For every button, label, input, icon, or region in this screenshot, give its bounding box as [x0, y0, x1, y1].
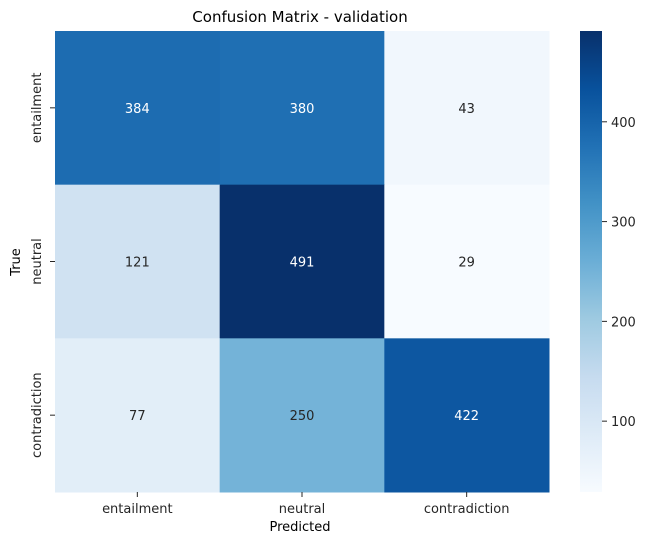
cell-value-r1-c1: 491: [290, 256, 315, 271]
heatmap-cell-r1-c1: [219, 184, 385, 339]
chart-title: Confusion Matrix - validation: [192, 8, 407, 26]
y-tick-label-contradiction: contradiction: [30, 372, 45, 458]
colorbar-ticks: 100 200 300 400: [602, 116, 636, 430]
x-axis-ticks: entailment neutral contradiction: [102, 492, 510, 517]
x-tick-label-contradiction: contradiction: [424, 502, 510, 517]
cell-annotations: 384 380 43 121 491 29 77 250 422: [125, 102, 479, 424]
x-axis-label: Predicted: [269, 520, 330, 535]
cell-value-r1-c2: 29: [458, 256, 475, 271]
heatmap-cell-r0-c0: [55, 31, 221, 186]
cell-value-r2-c2: 422: [454, 409, 479, 424]
heatmap-cell-r1-c0: [55, 184, 221, 339]
y-axis-label: True: [9, 248, 24, 277]
x-tick-label-neutral: neutral: [279, 502, 326, 517]
y-tick-label-entailment: entailment: [30, 73, 45, 144]
y-tick-label-neutral: neutral: [30, 238, 45, 285]
cell-value-r0-c0: 384: [125, 102, 150, 117]
cell-value-r0-c1: 380: [290, 102, 315, 117]
y-axis-ticks: entailment neutral contradiction: [30, 73, 55, 458]
cell-value-r1-c0: 121: [125, 256, 150, 271]
heatmap-cell-r2-c0: [55, 338, 221, 493]
heatmap-cell-r0-c2: [384, 31, 550, 186]
cell-value-r2-c1: 250: [290, 409, 315, 424]
heatmap-cell-r2-c1: [219, 338, 385, 493]
cell-value-r0-c2: 43: [458, 102, 475, 117]
heatmap-cells: [55, 31, 550, 493]
x-tick-label-entailment: entailment: [102, 502, 173, 517]
colorbar-tick-label-100: 100: [611, 415, 636, 430]
heatmap-cell-r0-c1: [219, 31, 385, 186]
colorbar-tick-label-200: 200: [611, 315, 636, 330]
colorbar-tick-label-300: 300: [611, 216, 636, 231]
colorbar-tick-label-400: 400: [611, 116, 636, 131]
heatmap-cell-r2-c2: [384, 338, 550, 493]
heatmap-cell-r1-c2: [384, 184, 550, 339]
colorbar: [580, 31, 602, 492]
cell-value-r2-c0: 77: [129, 409, 146, 424]
